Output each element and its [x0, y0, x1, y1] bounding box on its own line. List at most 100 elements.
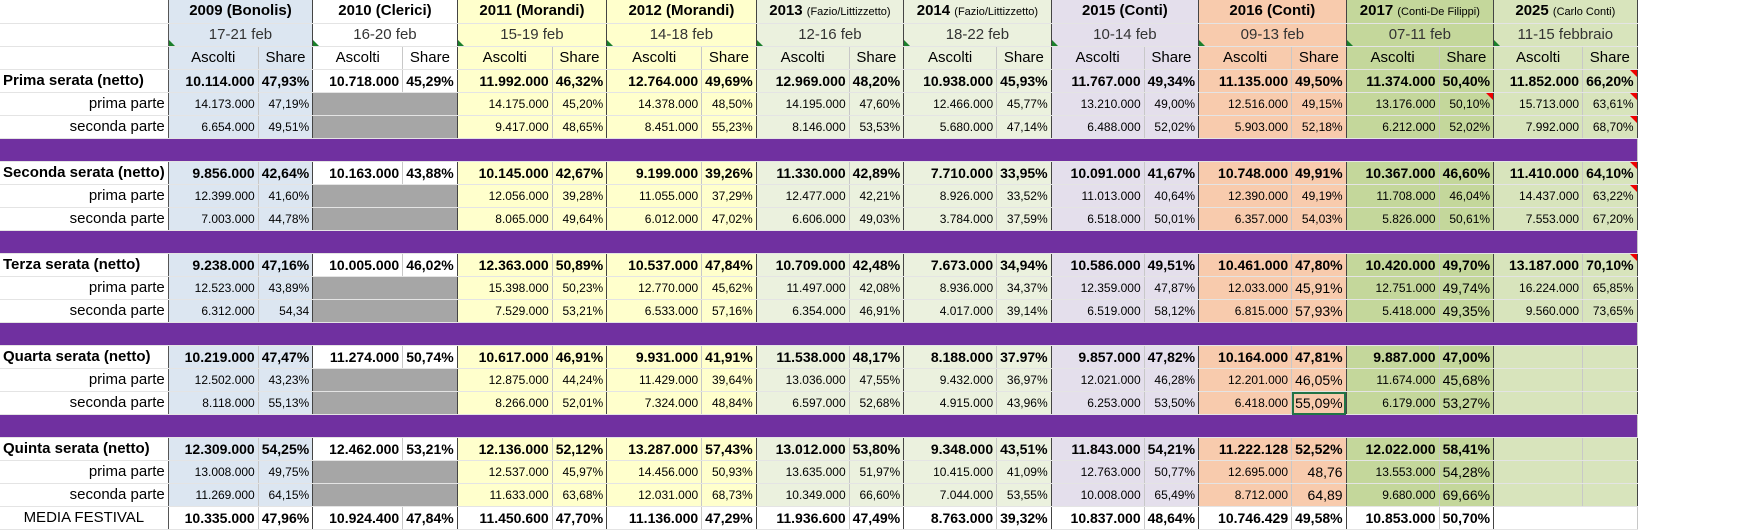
share-cell[interactable]: 50,61% [1439, 207, 1495, 231]
share-cell[interactable]: 45,20% [552, 92, 608, 116]
ascolti-cell[interactable]: 11.013.000 [1051, 184, 1145, 208]
share-cell[interactable]: 53,21% [402, 437, 458, 461]
ascolti-cell[interactable]: 12.021.000 [1051, 368, 1145, 392]
media-share-cell[interactable]: 47,96% [258, 506, 314, 530]
ascolti-cell[interactable]: 10.748.000 [1198, 161, 1293, 185]
part-label[interactable]: prima parte [0, 184, 169, 208]
media-ascolti-cell[interactable]: 11.936.600 [756, 506, 850, 530]
ascolti-cell[interactable]: 12.399.000 [168, 184, 259, 208]
share-cell[interactable]: 54,21% [1144, 437, 1200, 461]
share-cell[interactable]: 49,15% [1291, 92, 1347, 116]
ascolti-cell[interactable]: 6.488.000 [1051, 115, 1145, 139]
ascolti-header[interactable]: Ascolti [457, 46, 553, 70]
ascolti-cell[interactable]: 7.710.000 [903, 161, 998, 185]
share-cell[interactable]: 65,85% [1582, 276, 1638, 300]
ascolti-cell[interactable] [1493, 437, 1584, 461]
share-cell[interactable] [1582, 483, 1638, 507]
empty-gray-cell[interactable] [312, 368, 458, 392]
ascolti-cell[interactable]: 9.856.000 [168, 161, 259, 185]
share-header[interactable]: Share [1439, 46, 1495, 70]
ascolti-cell[interactable]: 6.519.000 [1051, 299, 1145, 323]
share-cell[interactable]: 41,67% [1144, 161, 1200, 185]
share-cell[interactable]: 57,93% [1291, 299, 1347, 323]
ascolti-cell[interactable]: 11.708.000 [1346, 184, 1440, 208]
ascolti-cell[interactable]: 9.199.000 [606, 161, 703, 185]
share-cell[interactable]: 52,18% [1291, 115, 1347, 139]
share-cell[interactable]: 47,19% [258, 92, 314, 116]
ascolti-cell[interactable]: 15.713.000 [1493, 92, 1584, 116]
ascolti-cell[interactable]: 10.163.000 [312, 161, 404, 185]
ascolti-cell[interactable]: 8.146.000 [756, 115, 850, 139]
share-cell[interactable]: 45,68% [1439, 368, 1495, 392]
ascolti-cell[interactable]: 6.312.000 [168, 299, 259, 323]
share-cell[interactable]: 70,10% [1582, 253, 1638, 277]
year-header-2012[interactable]: 2012 (Morandi) [606, 0, 757, 24]
ascolti-cell[interactable]: 13.012.000 [756, 437, 850, 461]
ascolti-cell[interactable]: 12.502.000 [168, 368, 259, 392]
ascolti-cell[interactable]: 11.633.000 [457, 483, 553, 507]
share-cell[interactable]: 49,64% [552, 207, 608, 231]
ascolti-header[interactable]: Ascolti [903, 46, 998, 70]
ascolti-cell[interactable]: 9.417.000 [457, 115, 553, 139]
share-cell[interactable]: 43,96% [996, 391, 1052, 415]
share-cell[interactable]: 41,60% [258, 184, 314, 208]
ascolti-header[interactable]: Ascolti [606, 46, 703, 70]
media-share-cell[interactable]: 47,49% [849, 506, 905, 530]
share-cell[interactable]: 46,60% [1439, 161, 1495, 185]
share-cell[interactable]: 53,50% [1144, 391, 1200, 415]
ascolti-cell[interactable]: 12.764.000 [606, 69, 703, 93]
ascolti-cell[interactable] [1493, 345, 1584, 369]
ascolti-cell[interactable]: 11.674.000 [1346, 368, 1440, 392]
media-share-cell[interactable]: 50,70% [1439, 506, 1495, 530]
date-range-cell[interactable]: 07-11 feb [1346, 23, 1495, 47]
ascolti-cell[interactable]: 5.418.000 [1346, 299, 1440, 323]
ascolti-cell[interactable]: 6.606.000 [756, 207, 850, 231]
share-cell[interactable]: 39,14% [996, 299, 1052, 323]
ascolti-cell[interactable]: 13.635.000 [756, 460, 850, 484]
share-cell[interactable]: 63,61% [1582, 92, 1638, 116]
share-cell[interactable]: 52,01% [552, 391, 608, 415]
ascolti-cell[interactable]: 13.176.000 [1346, 92, 1440, 116]
ascolti-cell[interactable]: 9.857.000 [1051, 345, 1145, 369]
media-ascolti-cell[interactable]: 10.924.400 [312, 506, 404, 530]
share-cell[interactable]: 46,02% [402, 253, 458, 277]
share-cell[interactable]: 49,51% [258, 115, 314, 139]
ascolti-cell[interactable]: 10.415.000 [903, 460, 998, 484]
share-cell[interactable]: 39,28% [552, 184, 608, 208]
media-ascolti-cell[interactable]: 10.746.429 [1198, 506, 1293, 530]
ascolti-header[interactable]: Ascolti [1198, 46, 1293, 70]
ascolti-cell[interactable]: 13.008.000 [168, 460, 259, 484]
ascolti-cell[interactable]: 12.770.000 [606, 276, 703, 300]
year-header-2010[interactable]: 2010 (Clerici) [312, 0, 458, 24]
ascolti-cell[interactable]: 12.477.000 [756, 184, 850, 208]
share-cell[interactable]: 54,28% [1439, 460, 1495, 484]
share-cell[interactable]: 50,01% [1144, 207, 1200, 231]
share-cell[interactable]: 50,93% [701, 460, 757, 484]
media-share-cell[interactable]: 49,58% [1291, 506, 1347, 530]
ascolti-cell[interactable]: 12.201.000 [1198, 368, 1293, 392]
share-cell[interactable]: 47,47% [258, 345, 314, 369]
share-cell[interactable]: 49,19% [1291, 184, 1347, 208]
share-cell[interactable]: 48,50% [701, 92, 757, 116]
ascolti-cell[interactable]: 10.367.000 [1346, 161, 1440, 185]
part-label[interactable]: seconda parte [0, 483, 169, 507]
ascolti-cell[interactable]: 12.763.000 [1051, 460, 1145, 484]
share-cell[interactable]: 52,68% [849, 391, 905, 415]
share-cell[interactable]: 49,35% [1439, 299, 1495, 323]
share-cell[interactable]: 42,67% [552, 161, 608, 185]
empty-gray-cell[interactable] [312, 299, 458, 323]
ascolti-cell[interactable]: 12.363.000 [457, 253, 553, 277]
ascolti-cell[interactable]: 11.222.128 [1198, 437, 1293, 461]
share-cell[interactable]: 41,91% [701, 345, 757, 369]
ascolti-cell[interactable]: 16.224.000 [1493, 276, 1584, 300]
share-cell[interactable]: 44,24% [552, 368, 608, 392]
share-cell[interactable]: 52,12% [552, 437, 608, 461]
ascolti-cell[interactable]: 11.269.000 [168, 483, 259, 507]
ascolti-cell[interactable]: 7.992.000 [1493, 115, 1584, 139]
year-header-2016[interactable]: 2016 (Conti) [1198, 0, 1347, 24]
share-cell[interactable]: 42,89% [849, 161, 905, 185]
ascolti-cell[interactable]: 7.003.000 [168, 207, 259, 231]
part-label[interactable]: seconda parte [0, 207, 169, 231]
part-label[interactable]: prima parte [0, 276, 169, 300]
empty-gray-cell[interactable] [312, 115, 458, 139]
